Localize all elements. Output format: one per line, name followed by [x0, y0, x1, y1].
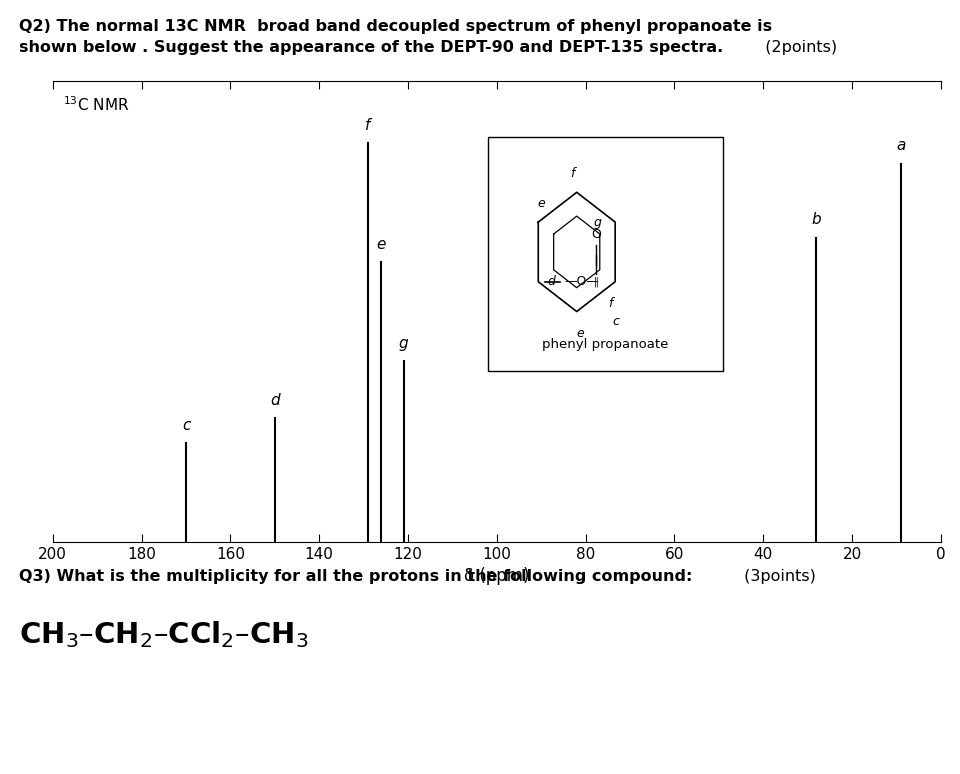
- Text: c: c: [181, 418, 190, 433]
- X-axis label: δ (ppm): δ (ppm): [464, 567, 530, 585]
- Text: d: d: [547, 276, 555, 288]
- Text: f: f: [570, 167, 574, 180]
- Text: (3points): (3points): [739, 569, 816, 584]
- Text: e: e: [376, 237, 386, 252]
- Text: g: g: [594, 216, 602, 228]
- Text: shown below . Suggest the appearance of the DEPT-90 and DEPT-135 spectra.: shown below . Suggest the appearance of …: [19, 40, 724, 55]
- Text: c: c: [612, 314, 619, 327]
- Text: e: e: [576, 327, 584, 340]
- Text: (2points): (2points): [755, 40, 837, 55]
- Text: CH$_3$–CH$_2$–CCl$_2$–CH$_3$: CH$_3$–CH$_2$–CCl$_2$–CH$_3$: [19, 619, 308, 650]
- FancyBboxPatch shape: [488, 137, 723, 372]
- Text: O: O: [591, 228, 601, 241]
- Text: $^{13}$C NMR: $^{13}$C NMR: [63, 95, 130, 114]
- Text: a: a: [896, 139, 905, 153]
- Text: —O—: —O—: [564, 276, 599, 288]
- Text: g: g: [398, 336, 408, 351]
- Text: Q3) What is the multiplicity for all the protons in the following compound:: Q3) What is the multiplicity for all the…: [19, 569, 692, 584]
- Text: phenyl propanoate: phenyl propanoate: [542, 337, 669, 351]
- Text: ‖: ‖: [593, 276, 598, 287]
- Text: f: f: [366, 118, 371, 132]
- Text: Q2) The normal 13C NMR  broad band decoupled spectrum of phenyl propanoate is: Q2) The normal 13C NMR broad band decoup…: [19, 19, 773, 34]
- Text: e: e: [538, 197, 545, 210]
- Text: d: d: [270, 393, 279, 408]
- Text: b: b: [811, 212, 822, 228]
- Text: f: f: [609, 297, 612, 310]
